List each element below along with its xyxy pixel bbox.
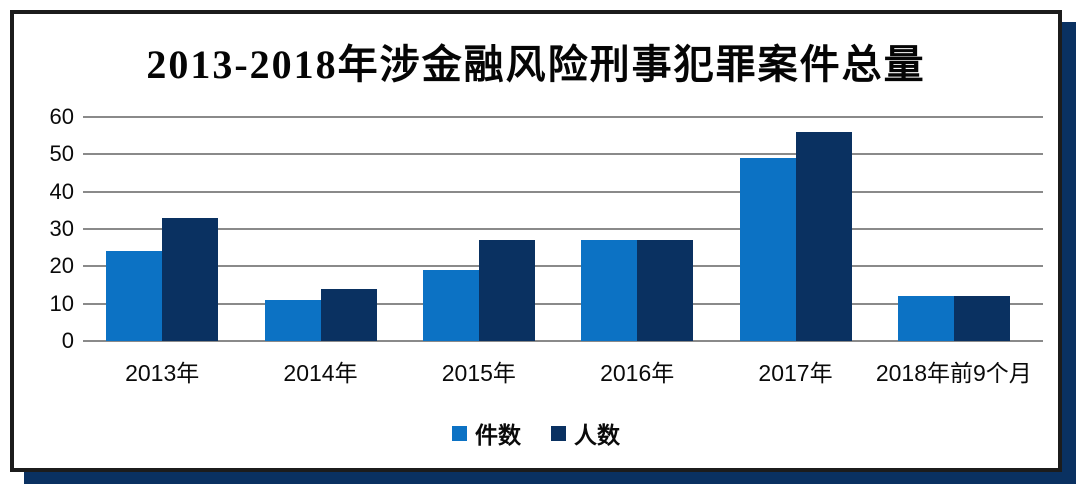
x-axis: 2013年 2014年 2015年 2016年 2017年 2018年前9个月 (83, 354, 1033, 386)
bar-人数-2014年 (320, 288, 377, 341)
x-tick-label-2016年: 2016年 (600, 360, 675, 386)
y-tick-label-60: 60 (49, 104, 74, 129)
x-tick-label-2013年: 2013年 (125, 360, 200, 386)
y-tick-label-50: 50 (49, 141, 74, 167)
bar-件数-2015年 (422, 270, 479, 341)
gridline-y50 (83, 153, 1043, 156)
bar-人数-2018年前9个月 (953, 296, 1010, 341)
y-tick-label-40: 40 (49, 178, 74, 204)
gridline-y0 (83, 340, 1043, 342)
legend-item-人数: 人数 (551, 416, 620, 450)
x-tick-label-2014年: 2014年 (283, 360, 358, 386)
x-tick-label-2017年: 2017年 (758, 360, 833, 386)
y-axis: 0 10 20 30 40 50 60 (22, 104, 74, 353)
chart-title: 2013-2018年涉金融风险刑事犯罪案件总量 (146, 42, 926, 87)
legend-swatch-icon (452, 425, 467, 441)
plot-area (83, 116, 1043, 342)
bar-人数-2016年 (637, 240, 694, 341)
x-tick-label-2018年前9个月: 2018年前9个月 (875, 360, 1032, 386)
bar-人数-2013年 (162, 217, 219, 341)
legend: 件数 人数 (14, 416, 1058, 450)
legend-label: 人数 (574, 422, 620, 448)
bar-件数-2013年 (106, 251, 163, 341)
bar-人数-2017年 (795, 131, 852, 341)
y-tick-label-20: 20 (49, 253, 74, 279)
y-tick-label-10: 10 (49, 290, 74, 316)
legend-item-件数: 件数 (452, 416, 521, 450)
legend-swatch-icon (551, 425, 566, 441)
bar-件数-2018年前9个月 (897, 296, 954, 341)
bar-人数-2015年 (478, 240, 535, 341)
gridline-y40 (83, 190, 1043, 193)
bar-件数-2017年 (739, 158, 796, 341)
legend-label: 件数 (475, 422, 521, 448)
y-tick-label-30: 30 (49, 216, 74, 241)
bar-件数-2014年 (264, 299, 321, 341)
x-tick-label-2015年: 2015年 (441, 360, 516, 386)
bar-件数-2016年 (581, 240, 638, 341)
gridline-y20 (83, 265, 1043, 268)
chart-frame: 2013-2018年涉金融风险刑事犯罪案件总量 0 10 20 30 40 50 60 20… (10, 10, 1062, 472)
gridline-y10 (83, 302, 1043, 305)
y-tick-label-0: 0 (61, 328, 74, 353)
gridline-y30 (83, 228, 1043, 230)
gridline-y60 (83, 116, 1043, 118)
